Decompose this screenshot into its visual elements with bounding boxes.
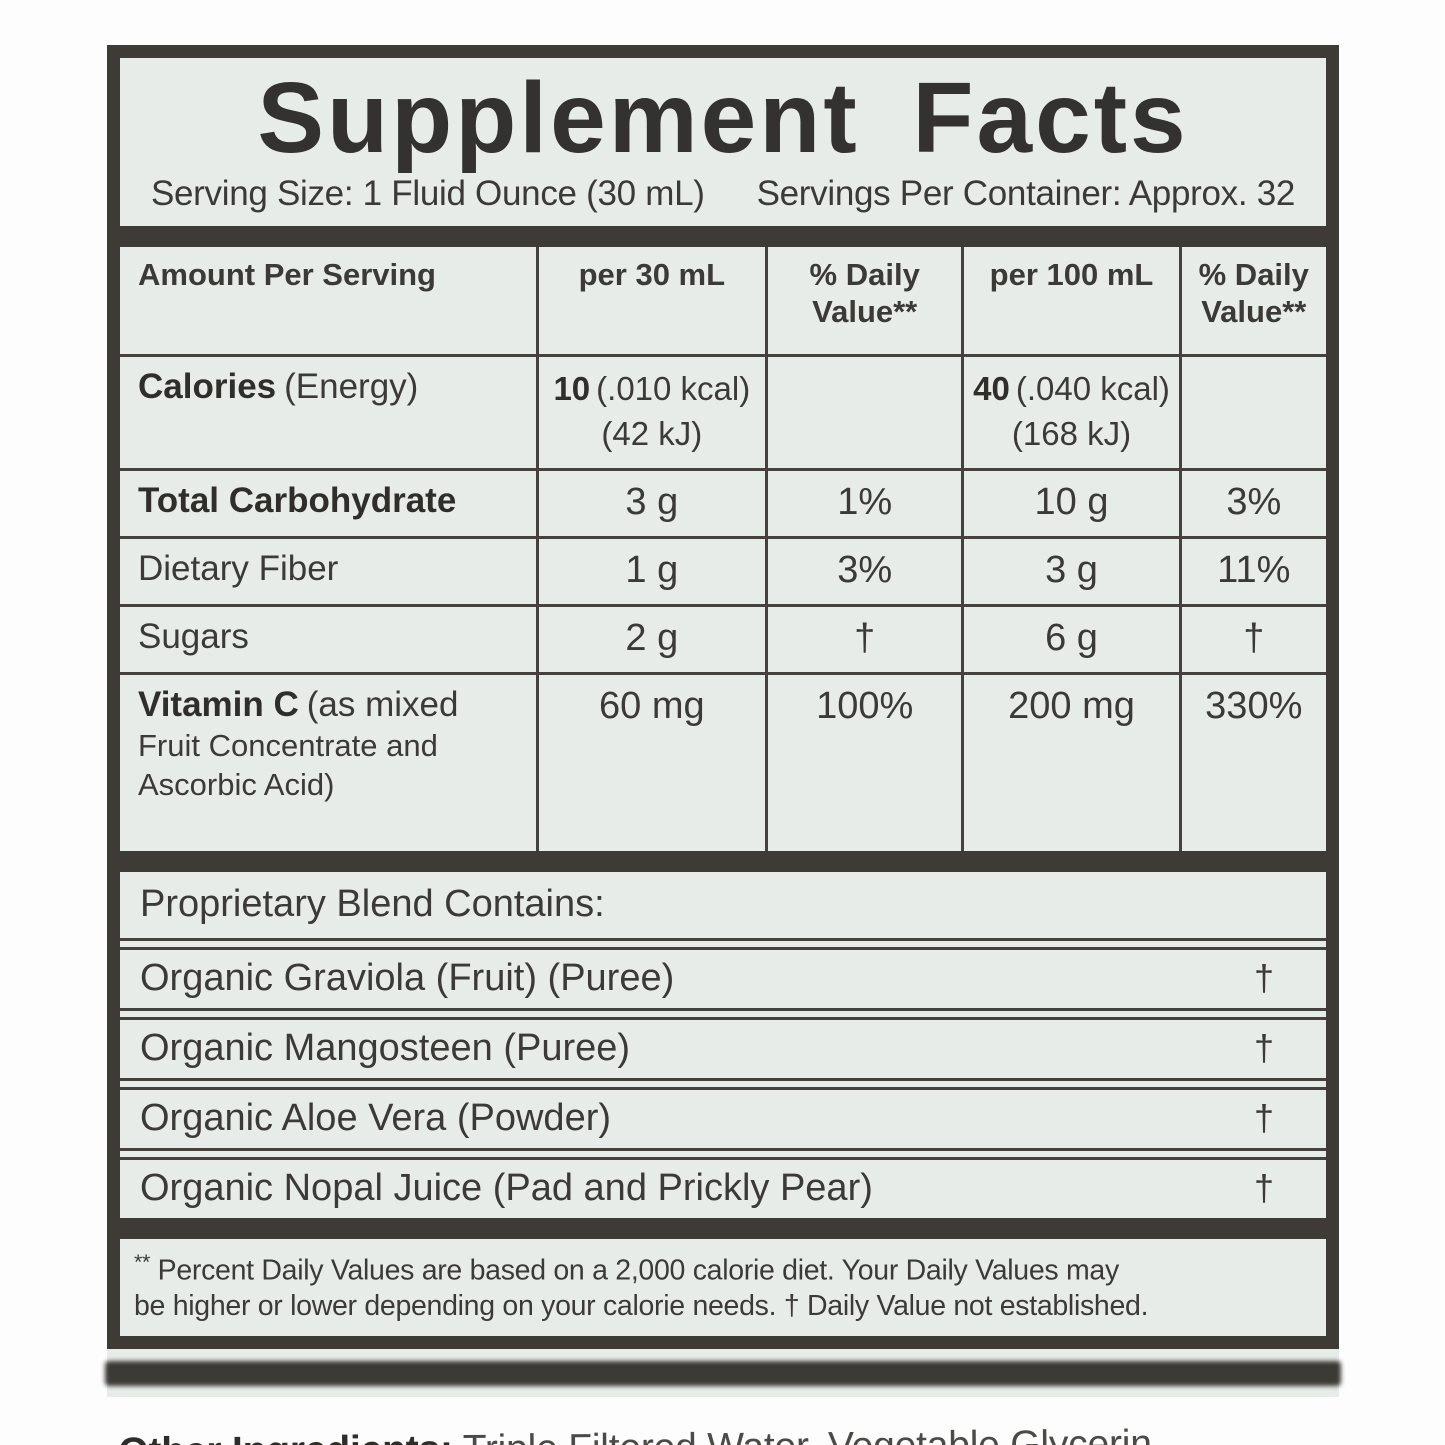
sugars-dv30-cell: †: [764, 604, 965, 676]
calories-dv30-cell: [764, 354, 965, 472]
fiber-per30-cell: 1 g: [535, 536, 768, 608]
blend-row-mangosteen: Organic Mangosteen (Puree) †: [120, 1016, 1326, 1081]
vitc-per100-cell: 200 mg: [961, 672, 1182, 851]
column-header-per-30ml: per 30 mL: [535, 247, 768, 358]
calories-per30-kcal: (.010 kcal): [596, 370, 751, 408]
sugars-name-cell: Sugars: [120, 604, 539, 676]
carb-dv100-cell: 3%: [1178, 468, 1326, 540]
calories-name-cell: Calories (Energy): [120, 354, 539, 472]
dagger-symbol: †: [1253, 1167, 1274, 1209]
calories-per30-cell: 10 (.010 kcal) (42 kJ): [535, 354, 768, 472]
vitc-note-inline: (as mixed: [306, 685, 459, 725]
serving-info-row: Serving Size: 1 Fluid Ounce (30 mL) Serv…: [120, 174, 1326, 214]
carb-label: Total Carbohydrate: [138, 481, 457, 521]
vitc-dv30-cell: 100%: [764, 672, 965, 851]
proprietary-blend-section: Proprietary Blend Contains: Organic Grav…: [120, 871, 1326, 1218]
calories-per30-value: 10: [553, 370, 591, 408]
table-row-calories: Calories (Energy) 10 (.010 kcal) (42 kJ) 4…: [120, 354, 1326, 472]
calories-per100-cell: 40 (.040 kcal) (168 kJ): [961, 354, 1182, 472]
footnote-line-2: be higher or lower depending on your cal…: [134, 1289, 1149, 1322]
calories-dv100-cell: [1178, 354, 1326, 472]
calories-per100-kcal: (.040 kcal): [1015, 370, 1170, 408]
supplement-facts-title: Supplement Facts: [257, 62, 1189, 174]
column-header-daily-value-30ml: % Daily Value**: [764, 247, 965, 358]
table-row-vitamin-c: Vitamin C (as mixed Fruit Concentrate and…: [120, 672, 1326, 851]
footnote-line-1: ** Percent Daily Values are based on a 2…: [134, 1249, 1314, 1289]
column-header-daily-value-100ml: % Daily Value**: [1178, 247, 1326, 358]
double-asterisk-marker: **: [134, 1249, 151, 1274]
table-row-dietary-fiber: Dietary Fiber 1 g 3% 3 g 11%: [120, 536, 1326, 608]
dagger-symbol: †: [1253, 1097, 1274, 1139]
carb-per30-cell: 3 g: [535, 468, 768, 540]
column-header-amount-per-serving: Amount Per Serving: [120, 247, 539, 358]
calories-per100-kj: (168 kJ): [1011, 414, 1132, 452]
fiber-name-cell: Dietary Fiber: [120, 536, 539, 608]
blend-item-name: Organic Graviola (Fruit) (Puree): [140, 956, 675, 999]
blend-row-aloe-vera: Organic Aloe Vera (Powder) †: [120, 1086, 1326, 1151]
sugars-per30-cell: 2 g: [535, 604, 768, 676]
other-ingredients-label: Other Ingredients:: [118, 1428, 453, 1445]
footnote-section: ** Percent Daily Values are based on a 2…: [120, 1238, 1326, 1336]
blend-row-nopal-juice: Organic Nopal Juice (Pad and Prickly Pea…: [120, 1156, 1326, 1218]
table-row-total-carbohydrate: Total Carbohydrate 3 g 1% 10 g 3%: [120, 468, 1326, 540]
vitc-dv100-cell: 330%: [1178, 672, 1326, 851]
carb-per100-cell: 10 g: [961, 468, 1182, 540]
calories-note: (Energy): [284, 367, 419, 407]
vitc-per30-cell: 60 mg: [535, 672, 768, 851]
carb-name-cell: Total Carbohydrate: [120, 468, 539, 540]
nutrition-table-section: Amount Per Serving per 30 mL % Daily Val…: [120, 247, 1326, 851]
calories-label: Calories: [138, 367, 277, 407]
fiber-per100-cell: 3 g: [961, 536, 1182, 608]
label-bottom-rule: [105, 1360, 1341, 1386]
vitc-name-cell: Vitamin C (as mixed Fruit Concentrate and…: [120, 672, 539, 851]
table-row-sugars: Sugars 2 g † 6 g †: [120, 604, 1326, 676]
column-header-per-100ml: per 100 mL: [961, 247, 1182, 358]
calories-per100-value: 40: [973, 370, 1010, 408]
footnote-text-1: Percent Daily Values are based on a 2,00…: [150, 1254, 1120, 1287]
title-section: Supplement Facts Serving Size: 1 Fluid O…: [120, 58, 1326, 226]
blend-item-name: Organic Nopal Juice (Pad and Prickly Pea…: [140, 1166, 873, 1209]
servings-per-container: Servings Per Container: Approx. 32: [756, 174, 1296, 213]
vitc-note-wrap: Fruit Concentrate and Ascorbic Acid): [138, 728, 438, 802]
blend-item-name: Organic Mangosteen (Puree): [140, 1026, 631, 1069]
dagger-symbol: †: [1253, 957, 1274, 999]
sugars-dv100-cell: †: [1178, 604, 1326, 676]
blend-row-graviola: Organic Graviola (Fruit) (Puree) †: [120, 946, 1326, 1011]
other-ingredients-paragraph: Other Ingredients: Triple Filtered Water…: [118, 1415, 1296, 1445]
blend-item-name: Organic Aloe Vera (Powder): [140, 1096, 612, 1139]
vitc-label: Vitamin C: [138, 685, 299, 725]
serving-size: Serving Size: 1 Fluid Ounce (30 mL): [150, 174, 705, 213]
supplement-facts-box: Supplement Facts Serving Size: 1 Fluid O…: [107, 45, 1339, 1349]
table-header-row: Amount Per Serving per 30 mL % Daily Val…: [120, 247, 1326, 358]
proprietary-blend-heading: Proprietary Blend Contains:: [120, 872, 1326, 941]
nutrition-facts-table: Amount Per Serving per 30 mL % Daily Val…: [120, 247, 1326, 851]
calories-per30-kj: (42 kJ): [601, 414, 703, 452]
supplement-label: Supplement Facts Serving Size: 1 Fluid O…: [105, 45, 1341, 1445]
fiber-dv30-cell: 3%: [764, 536, 965, 608]
fiber-dv100-cell: 11%: [1178, 536, 1326, 608]
dagger-symbol: †: [1253, 1027, 1274, 1069]
carb-dv30-cell: 1%: [764, 468, 965, 540]
sugars-per100-cell: 6 g: [961, 604, 1182, 676]
